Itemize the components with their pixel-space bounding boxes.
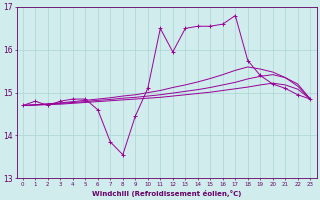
X-axis label: Windchill (Refroidissement éolien,°C): Windchill (Refroidissement éolien,°C)	[92, 190, 241, 197]
